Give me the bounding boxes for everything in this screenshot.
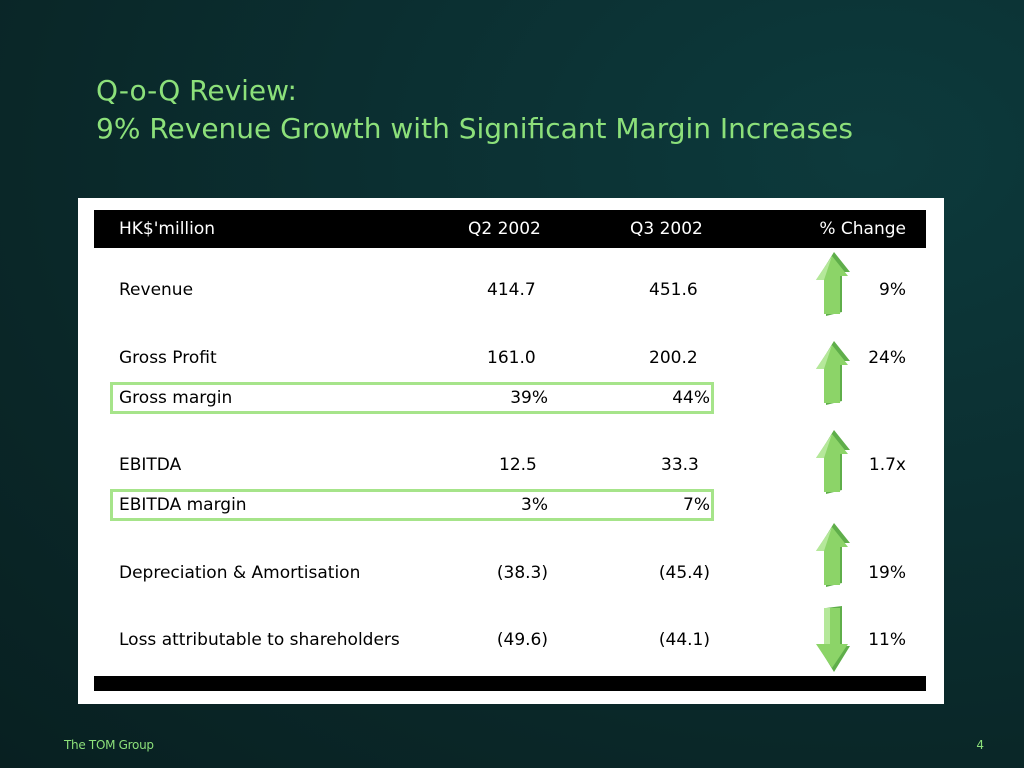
row-q2: 414.7 bbox=[487, 280, 536, 300]
row-change: 9% bbox=[879, 280, 906, 300]
row-label: EBITDA margin bbox=[119, 495, 247, 515]
table-row: EBITDA margin 3% 7% bbox=[78, 491, 944, 521]
slide-title: Q-o-Q Review: 9% Revenue Growth with Sig… bbox=[96, 72, 853, 148]
header-change: % Change bbox=[819, 219, 906, 239]
down-arrow-icon bbox=[816, 606, 850, 672]
up-arrow-icon bbox=[816, 252, 850, 316]
header-q3: Q3 2002 bbox=[630, 219, 703, 239]
footer-company: The TOM Group bbox=[64, 738, 154, 752]
up-arrow-icon bbox=[816, 341, 850, 405]
row-q2: (38.3) bbox=[496, 563, 548, 583]
row-q3: 44% bbox=[672, 388, 710, 408]
row-q3: 33.3 bbox=[661, 455, 699, 475]
row-q3: 451.6 bbox=[649, 280, 698, 300]
header-q2: Q2 2002 bbox=[468, 219, 541, 239]
table-row: Gross margin 39% 44% bbox=[78, 384, 944, 414]
table-bottom-bar bbox=[94, 676, 926, 691]
row-label: Gross margin bbox=[119, 388, 233, 408]
highlight-box bbox=[110, 382, 714, 414]
table-row: Gross Profit 161.0 200.2 24% bbox=[78, 344, 944, 374]
title-line-1: Q-o-Q Review: bbox=[96, 74, 297, 107]
row-change: 1.7x bbox=[868, 455, 906, 475]
row-q2: (49.6) bbox=[496, 630, 548, 650]
row-label: Gross Profit bbox=[119, 348, 217, 368]
row-q2: 12.5 bbox=[499, 455, 537, 475]
financial-table: HK$'million Q2 2002 Q3 2002 % Change Rev… bbox=[78, 198, 944, 704]
page-number: 4 bbox=[976, 738, 984, 752]
header-unit: HK$'million bbox=[119, 219, 216, 239]
up-arrow-icon bbox=[816, 430, 850, 494]
row-q2: 39% bbox=[510, 388, 548, 408]
row-label: Revenue bbox=[119, 280, 194, 300]
row-label: Loss attributable to shareholders bbox=[119, 630, 400, 650]
table-row: Loss attributable to shareholders (49.6)… bbox=[78, 626, 944, 656]
row-change: 19% bbox=[868, 563, 906, 583]
row-q3: (44.1) bbox=[658, 630, 710, 650]
row-label: Depreciation & Amortisation bbox=[119, 563, 361, 583]
highlight-box bbox=[110, 489, 714, 521]
row-q2: 3% bbox=[521, 495, 548, 515]
table-row: EBITDA 12.5 33.3 1.7x bbox=[78, 451, 944, 481]
row-change: 11% bbox=[868, 630, 906, 650]
up-arrow-icon bbox=[816, 523, 850, 587]
title-line-2: 9% Revenue Growth with Significant Margi… bbox=[96, 112, 853, 145]
table-row: Revenue 414.7 451.6 9% bbox=[78, 276, 944, 306]
row-q2: 161.0 bbox=[487, 348, 536, 368]
table-row: Depreciation & Amortisation (38.3) (45.4… bbox=[78, 559, 944, 589]
row-label: EBITDA bbox=[119, 455, 182, 475]
row-q3: 200.2 bbox=[649, 348, 698, 368]
row-change: 24% bbox=[868, 348, 906, 368]
table-header: HK$'million Q2 2002 Q3 2002 % Change bbox=[94, 210, 926, 248]
row-q3: 7% bbox=[683, 495, 710, 515]
row-q3: (45.4) bbox=[658, 563, 710, 583]
